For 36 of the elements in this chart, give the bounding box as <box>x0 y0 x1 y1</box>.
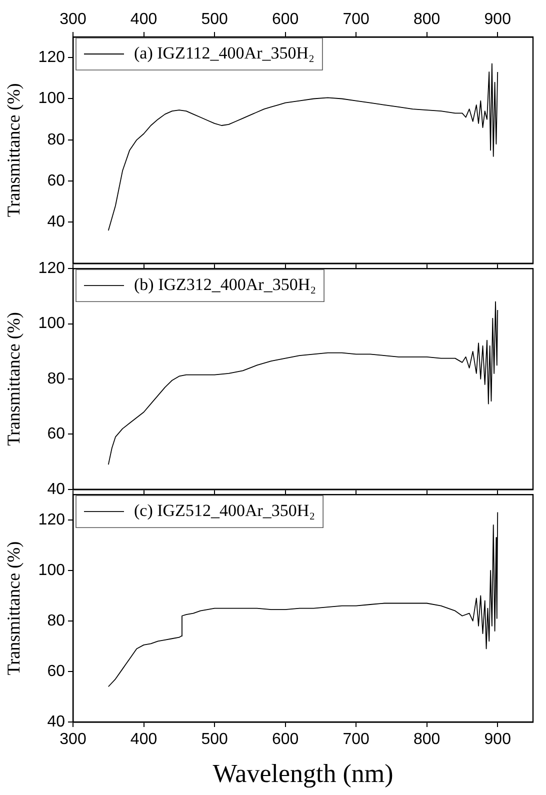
x-tick-label: 500 <box>201 731 228 748</box>
x2-tick-label: 700 <box>342 10 370 28</box>
legend-label: (a) IGZ112_400Ar_350H₂ <box>134 43 314 62</box>
x-tick-label: 400 <box>130 731 158 748</box>
x2-tick-label: 300 <box>60 10 86 28</box>
y-axis-title: Transmittance (%) <box>4 541 24 676</box>
x2-tick-label: 800 <box>413 10 440 28</box>
y-tick-label: 100 <box>38 562 66 579</box>
x2-tick-label: 400 <box>130 10 158 28</box>
y-tick-label: 60 <box>47 426 66 443</box>
x-tick-label: 800 <box>413 731 440 748</box>
y-tick-label: 80 <box>47 370 66 388</box>
x-axis-title: Wavelength (nm) <box>212 759 394 788</box>
y-tick-label: 40 <box>47 713 66 730</box>
y-tick-label: 100 <box>38 315 66 332</box>
y-tick-label: 120 <box>38 260 66 278</box>
y-tick-label: 40 <box>47 480 66 498</box>
x-tick-label: 600 <box>272 731 299 748</box>
y-tick-label: 120 <box>38 511 66 528</box>
y-tick-label: 40 <box>47 214 66 231</box>
y-tick-label: 100 <box>38 90 66 108</box>
x2-tick-label: 600 <box>272 10 299 28</box>
y-tick-label: 80 <box>47 131 66 148</box>
x2-tick-label: 500 <box>201 10 228 28</box>
y-tick-label: 60 <box>47 172 66 190</box>
x-tick-label: 700 <box>342 731 370 748</box>
legend-label: (c) IGZ512_400Ar_350H₂ <box>134 501 316 520</box>
y-tick-label: 60 <box>47 662 66 680</box>
x-tick-label: 300 <box>60 731 86 748</box>
x-tick-label: 900 <box>484 731 512 748</box>
y-axis-title: Transmittance (%) <box>4 83 24 218</box>
y-tick-label: 80 <box>47 612 66 630</box>
legend-label: (b) IGZ312_400Ar_350H₂ <box>134 275 316 294</box>
x2-tick-label: 900 <box>484 10 512 28</box>
y-tick-label: 120 <box>38 48 66 66</box>
y-axis-title: Transmittance (%) <box>4 312 24 446</box>
